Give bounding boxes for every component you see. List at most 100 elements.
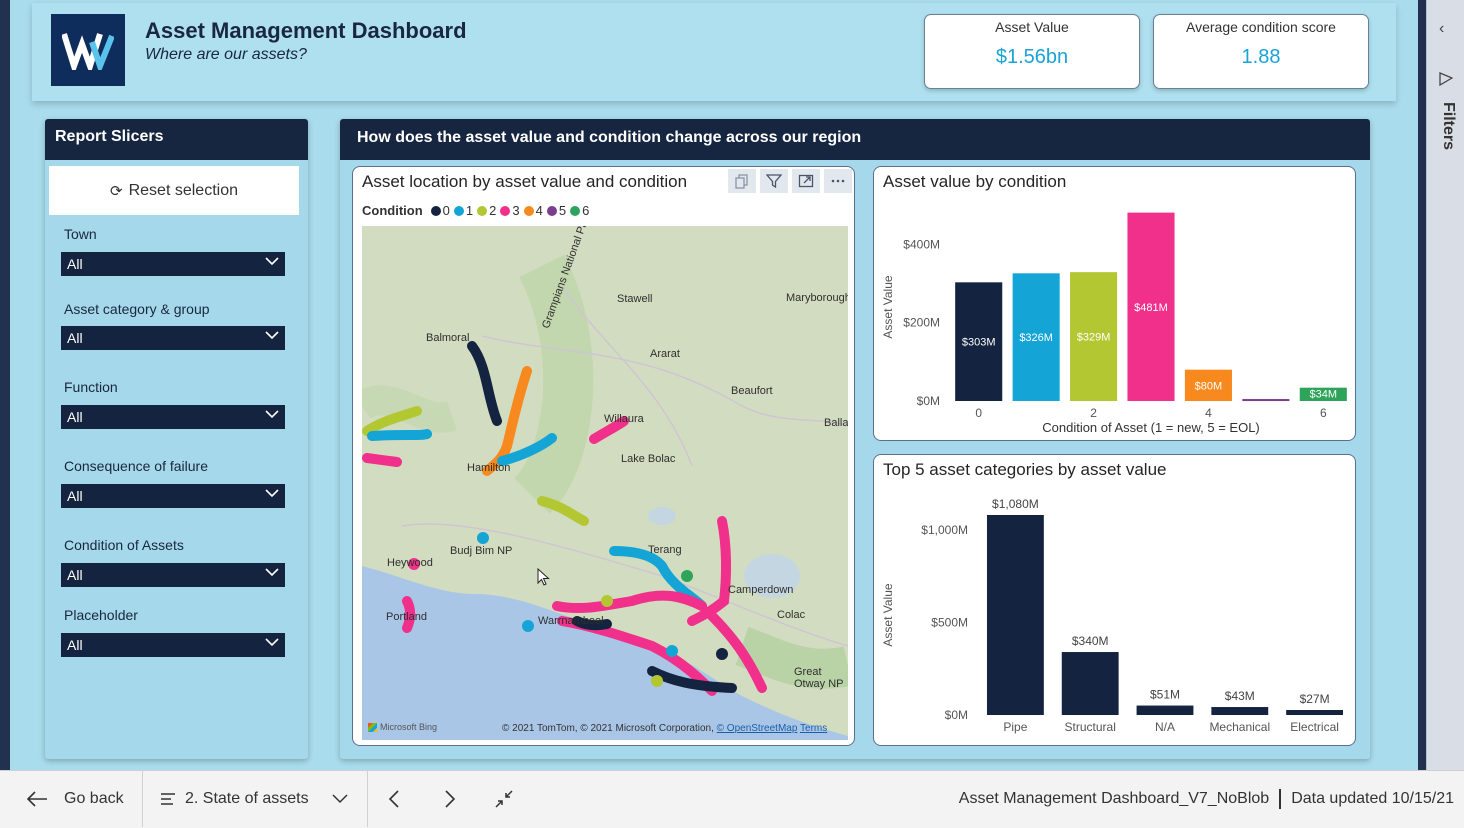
x-tick-label: 2 bbox=[1090, 406, 1097, 420]
ocean-area bbox=[362, 566, 848, 740]
legend-item[interactable]: 0 bbox=[430, 203, 450, 218]
fit-to-page-button[interactable] bbox=[495, 771, 513, 827]
dropdown-value: All bbox=[67, 567, 83, 583]
kpi-card-condition-score[interactable]: Average condition score 1.88 bbox=[1153, 14, 1369, 89]
asset-track[interactable] bbox=[552, 590, 707, 614]
previous-page-button[interactable] bbox=[388, 771, 400, 827]
data-label: $303M bbox=[962, 337, 996, 349]
bar[interactable] bbox=[1242, 399, 1290, 402]
place-label: Beaufort bbox=[731, 385, 773, 397]
legend-item[interactable]: 2 bbox=[477, 203, 496, 218]
x-tick-label: Electrical bbox=[1290, 720, 1339, 734]
kpi-card-asset-value[interactable]: Asset Value $1.56bn bbox=[924, 14, 1140, 89]
asset-track[interactable] bbox=[467, 341, 502, 426]
asset-point[interactable] bbox=[477, 532, 489, 544]
asset-point[interactable] bbox=[522, 620, 534, 632]
bar[interactable] bbox=[986, 515, 1044, 715]
slicer-dropdown-town[interactable]: All bbox=[61, 252, 285, 276]
slicer-label-condition: Condition of Assets bbox=[64, 537, 184, 553]
bar[interactable] bbox=[1070, 272, 1118, 401]
more-options-button[interactable] bbox=[824, 169, 852, 193]
slicer-dropdown-asset-category[interactable]: All bbox=[61, 326, 285, 350]
refresh-icon: ⟳ bbox=[110, 182, 123, 200]
data-label: $80M bbox=[1195, 380, 1223, 392]
filter-visual-button[interactable] bbox=[760, 169, 788, 193]
map-visual[interactable]: Asset location by asset value and condit… bbox=[352, 166, 855, 746]
chevron-left-icon[interactable]: ‹ bbox=[1439, 20, 1445, 37]
asset-point[interactable] bbox=[408, 558, 420, 570]
list-icon bbox=[161, 793, 175, 805]
bar[interactable] bbox=[1061, 652, 1119, 715]
legend-item[interactable]: 1 bbox=[453, 203, 473, 218]
focus-mode-button[interactable] bbox=[792, 169, 820, 193]
kpi-value: 1.88 bbox=[1241, 46, 1281, 68]
lake bbox=[744, 554, 800, 598]
asset-track[interactable] bbox=[687, 516, 732, 626]
page-selector[interactable]: 2. State of assets bbox=[160, 771, 350, 827]
filters-label: Filters bbox=[1440, 102, 1457, 151]
place-label: Camperdown bbox=[728, 584, 794, 596]
bar[interactable] bbox=[1286, 710, 1344, 715]
lake bbox=[648, 507, 676, 525]
divider bbox=[1279, 789, 1282, 809]
place-label: Hamilton bbox=[467, 462, 511, 474]
reset-selection-button[interactable]: ⟳ Reset selection bbox=[49, 166, 299, 215]
condition-chart-visual[interactable]: Asset value by condition $0M $200M $400M As… bbox=[873, 166, 1356, 441]
asset-track[interactable] bbox=[572, 616, 612, 631]
bar[interactable] bbox=[1012, 273, 1060, 401]
osm-link[interactable]: © OpenStreetMap bbox=[716, 723, 798, 734]
filters-pane[interactable]: ‹ Filters bbox=[1426, 0, 1464, 770]
legend-item[interactable]: 4 bbox=[523, 203, 543, 218]
map-base bbox=[362, 254, 848, 740]
asset-point[interactable] bbox=[716, 648, 728, 660]
asset-track[interactable] bbox=[537, 496, 589, 526]
y-tick-label: $1,000M bbox=[921, 523, 968, 537]
legend-dot bbox=[477, 205, 488, 216]
asset-point[interactable] bbox=[681, 570, 693, 582]
file-name: Asset Management Dashboard_V7_NoBlob bbox=[958, 790, 1270, 807]
asset-track[interactable] bbox=[362, 453, 402, 467]
legend-dot bbox=[523, 205, 534, 216]
chevron-down-icon bbox=[265, 568, 279, 577]
asset-points-layer bbox=[362, 341, 767, 696]
asset-point[interactable] bbox=[666, 645, 678, 657]
go-back-button[interactable]: Go back bbox=[26, 771, 124, 827]
bar[interactable] bbox=[955, 282, 1003, 401]
asset-point[interactable] bbox=[651, 675, 663, 687]
asset-track[interactable] bbox=[647, 666, 737, 693]
bar[interactable] bbox=[1299, 387, 1347, 401]
bar[interactable] bbox=[1127, 212, 1175, 401]
next-page-button[interactable] bbox=[444, 771, 456, 827]
copy-icon bbox=[735, 174, 748, 189]
legend-item[interactable]: 3 bbox=[500, 203, 520, 218]
asset-track[interactable] bbox=[402, 596, 415, 633]
map-canvas[interactable]: Stawell Maryborough Balmoral Ararat Beau… bbox=[362, 226, 848, 740]
asset-track[interactable] bbox=[362, 406, 422, 436]
asset-track[interactable] bbox=[482, 366, 532, 476]
asset-track[interactable] bbox=[589, 416, 629, 444]
chevron-down-icon bbox=[265, 410, 279, 419]
slicer-dropdown-placeholder[interactable]: All bbox=[61, 633, 285, 657]
legend-item[interactable]: 5 bbox=[546, 203, 566, 218]
expand-icon bbox=[798, 174, 814, 188]
top5-chart-visual[interactable]: Top 5 asset categories by asset value $0… bbox=[873, 454, 1356, 746]
collapse-icon bbox=[495, 790, 513, 808]
asset-point[interactable] bbox=[601, 595, 613, 607]
chevron-down-icon bbox=[265, 638, 279, 647]
bar[interactable] bbox=[1184, 369, 1232, 401]
terms-link[interactable]: Terms bbox=[800, 723, 828, 734]
map-title: Asset location by asset value and condit… bbox=[362, 172, 688, 191]
slicer-dropdown-condition[interactable]: All bbox=[61, 563, 285, 587]
bar[interactable] bbox=[1136, 705, 1194, 715]
asset-track[interactable] bbox=[497, 433, 557, 466]
x-tick-label: 4 bbox=[1205, 406, 1212, 420]
slicer-dropdown-function[interactable]: All bbox=[61, 405, 285, 429]
forest-area bbox=[735, 627, 848, 689]
legend-item[interactable]: 6 bbox=[570, 203, 589, 218]
slicer-dropdown-consequence[interactable]: All bbox=[61, 484, 285, 508]
slicer-panel: Report Slicers ⟳ Reset selection Town Al… bbox=[45, 119, 308, 759]
bar[interactable] bbox=[1211, 707, 1269, 715]
asset-track[interactable] bbox=[707, 611, 767, 693]
copy-visual-button[interactable] bbox=[728, 169, 756, 193]
asset-track[interactable] bbox=[367, 429, 432, 441]
